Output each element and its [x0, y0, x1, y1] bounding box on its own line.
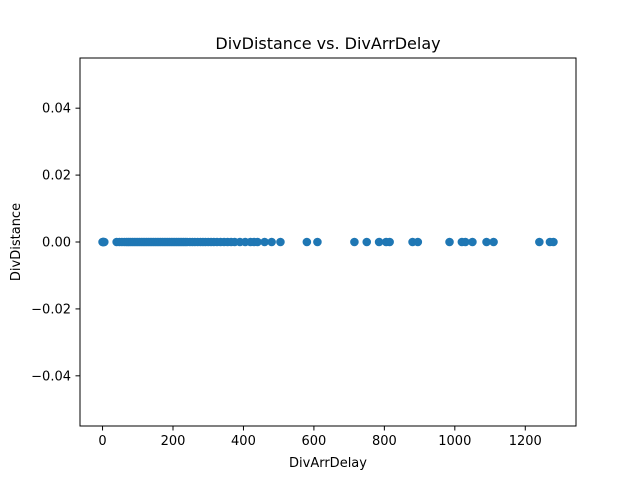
x-tick-label: 0 — [98, 434, 106, 449]
data-point — [253, 237, 262, 247]
data-point — [374, 237, 384, 247]
data-point — [482, 237, 491, 247]
y-tick-label: 0.00 — [42, 236, 71, 251]
x-axis-title: DivArrDelay — [289, 456, 367, 471]
x-axis-ticks: 0 200 400 600 800 1000 1200 — [98, 426, 542, 449]
data-point — [489, 237, 498, 247]
y-tick-label: 0.04 — [42, 102, 71, 117]
data-point — [313, 237, 322, 247]
x-tick-label: 1000 — [438, 434, 471, 449]
data-point — [461, 237, 470, 247]
data-point — [260, 237, 269, 247]
x-tick-label: 800 — [372, 434, 397, 449]
data-point — [535, 237, 544, 247]
chart-title: DivDistance vs. DivArrDelay — [215, 34, 440, 53]
data-points — [98, 237, 558, 247]
y-tick-label: 0.02 — [42, 169, 71, 184]
y-axis-title: DivDistance — [9, 203, 24, 281]
data-point — [267, 237, 276, 247]
data-point — [468, 237, 477, 247]
data-point — [413, 237, 423, 247]
data-point — [385, 237, 394, 247]
data-point — [100, 237, 109, 247]
data-point — [302, 237, 312, 247]
x-tick-label: 600 — [301, 434, 326, 449]
y-axis-ticks: −0.04 −0.02 0.00 0.02 0.04 — [31, 102, 80, 384]
data-point — [445, 237, 454, 247]
y-tick-label: −0.04 — [31, 369, 71, 384]
data-point — [350, 237, 359, 247]
y-tick-label: −0.02 — [31, 302, 71, 317]
data-point — [549, 237, 558, 247]
x-tick-label: 200 — [161, 434, 186, 449]
x-tick-label: 1200 — [509, 434, 542, 449]
data-point — [276, 237, 285, 247]
data-point — [362, 237, 372, 247]
x-tick-label: 400 — [231, 434, 256, 449]
